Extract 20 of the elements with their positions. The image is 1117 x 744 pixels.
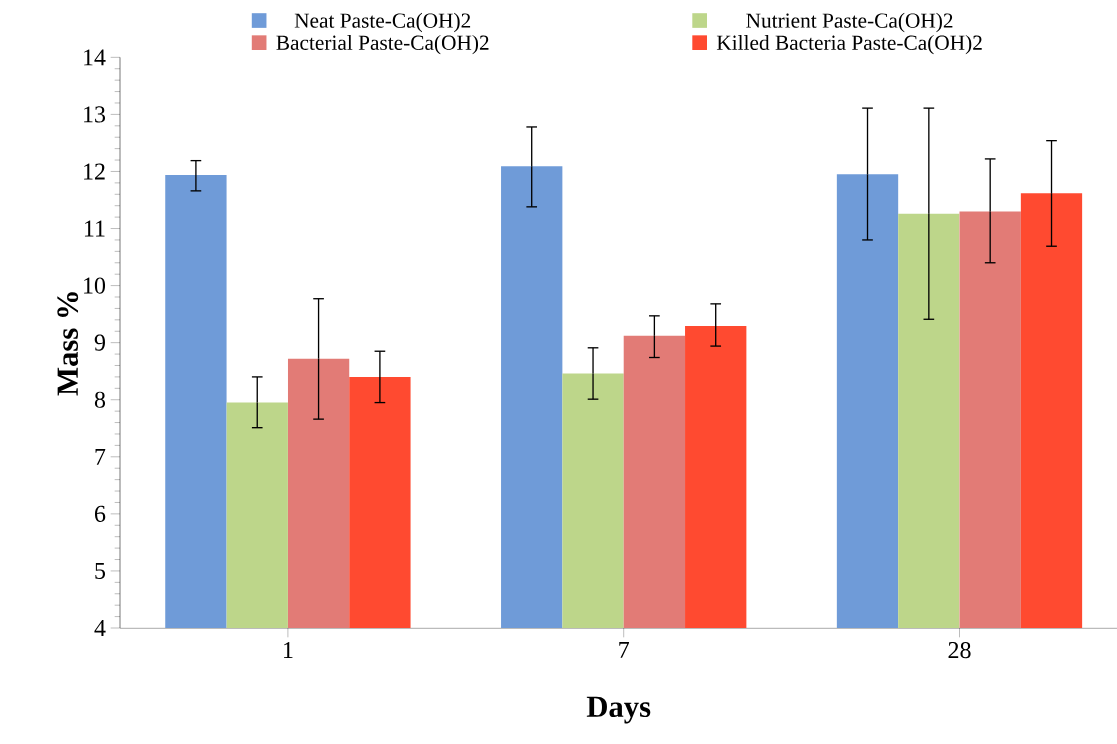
y-tick-label: 13 <box>84 106 106 123</box>
y-tick-label: 7 <box>95 448 106 465</box>
legend-label: Killed Bacteria Paste-Ca(OH)2 <box>716 34 982 55</box>
x-tick-label: 1 <box>284 642 293 658</box>
legend-label: Nutrient Paste-Ca(OH)2 <box>746 12 953 33</box>
y-tick-label: 9 <box>94 334 105 351</box>
y-tick-label: 14 <box>84 49 106 66</box>
y-axis-title: Mass % <box>57 292 79 396</box>
y-tick-label: 11 <box>84 220 105 237</box>
y-tick-label: 12 <box>84 163 105 180</box>
y-tick-label: 6 <box>94 505 106 522</box>
y-tick-label: 10 <box>84 277 106 294</box>
x-axis-title: Days <box>586 696 651 724</box>
y-tick-label: 8 <box>94 391 106 408</box>
x-tick-label: 7 <box>619 642 630 658</box>
x-tick-label: 28 <box>948 642 971 659</box>
y-tick-label: 4 <box>94 620 106 636</box>
y-tick-label: 5 <box>95 562 106 579</box>
legend-label: Neat Paste-Ca(OH)2 <box>294 12 471 33</box>
legend-label: Bacterial Paste-Ca(OH)2 <box>276 34 489 55</box>
